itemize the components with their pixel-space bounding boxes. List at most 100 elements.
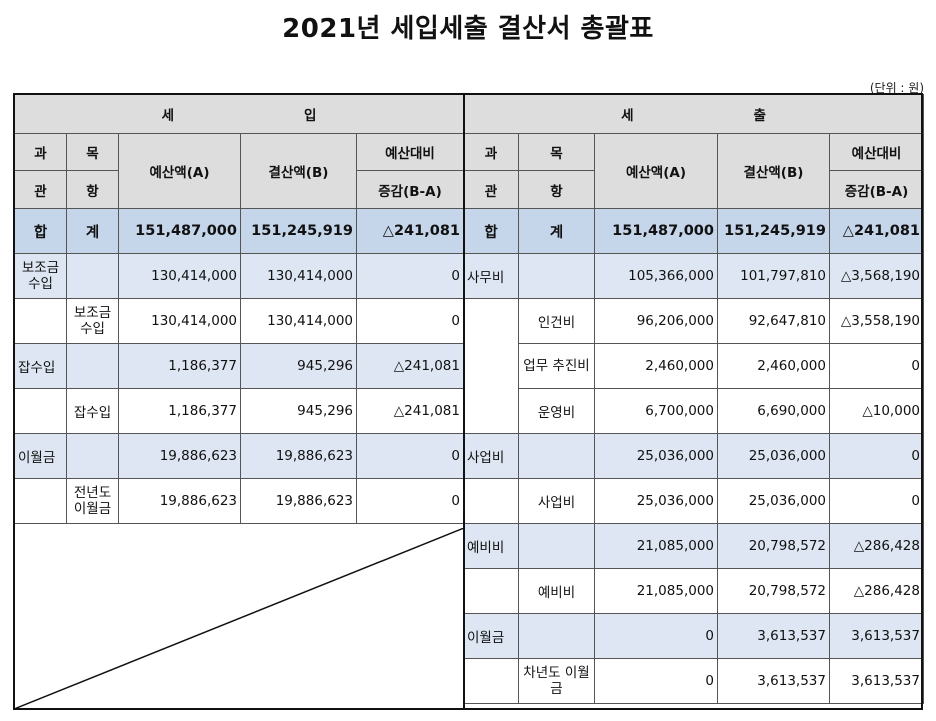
exp-budget-cell: 96,206,000 <box>594 298 718 344</box>
exp-col-settle: 결산액(B) <box>717 133 830 209</box>
rev-diff-cell: 0 <box>356 478 464 524</box>
rev-hang-cell: 잡수입 <box>66 388 119 434</box>
exp-gwan-cell: 예비비 <box>463 523 519 569</box>
total-label-b: 계 <box>66 208 119 254</box>
exp-col-budget: 예산액(A) <box>594 133 718 209</box>
rev-budget-cell: 1,186,377 <box>118 343 241 389</box>
exp-col-diff2: 증감(B-A) <box>829 170 924 209</box>
exp-hang-cell: 운영비 <box>518 388 595 434</box>
exp-hang-cell <box>518 523 595 569</box>
exp-diff-cell: △286,428 <box>829 568 924 614</box>
rev-col-gwan: 관 <box>14 170 67 209</box>
exp-settle-cell: 101,797,810 <box>717 253 830 299</box>
rev-settle-cell: 130,414,000 <box>240 298 357 344</box>
rev-col-budget: 예산액(A) <box>118 133 241 209</box>
total-rev-settle: 151,245,919 <box>240 208 357 254</box>
exp-diff-cell: △286,428 <box>829 523 924 569</box>
rev-gwan-cell <box>14 478 67 524</box>
exp-hang-cell <box>518 253 595 299</box>
exp-hang-cell: 사업비 <box>518 478 595 524</box>
exp-diff-cell: 0 <box>829 433 924 479</box>
exp-budget-cell: 105,366,000 <box>594 253 718 299</box>
exp-settle-cell: 3,613,537 <box>717 658 830 704</box>
exp-settle-cell: 2,460,000 <box>717 343 830 389</box>
exp-diff-cell: 3,613,537 <box>829 613 924 659</box>
exp-gwan-cell <box>463 478 519 524</box>
exp-diff-cell: △3,558,190 <box>829 298 924 344</box>
rev-hang-cell: 보조금 수입 <box>66 298 119 344</box>
exp-gwan-cell <box>463 388 519 434</box>
exp-col-gwan: 관 <box>463 170 519 209</box>
rev-diff-cell: 0 <box>356 298 464 344</box>
exp-budget-cell: 2,460,000 <box>594 343 718 389</box>
exp-hang-cell: 차년도 이월금 <box>518 658 595 704</box>
rev-budget-cell: 19,886,623 <box>118 433 241 479</box>
exp-settle-cell: 6,690,000 <box>717 388 830 434</box>
exp-budget-cell: 0 <box>594 658 718 704</box>
rev-col-mok: 목 <box>66 133 119 171</box>
rev-budget-cell: 130,414,000 <box>118 298 241 344</box>
exp-diff-cell: △10,000 <box>829 388 924 434</box>
page-title: 2021년 세입세출 결산서 총괄표 <box>282 14 654 44</box>
total-label-a: 합 <box>14 208 67 254</box>
exp-budget-cell: 25,036,000 <box>594 478 718 524</box>
exp-diff-cell: 0 <box>829 478 924 524</box>
revenue-header-char1: 세 <box>161 108 174 124</box>
exp-budget-cell: 25,036,000 <box>594 433 718 479</box>
rev-diff-cell: △241,081 <box>356 388 464 434</box>
rev-gwan-cell: 보조금 수입 <box>14 253 67 299</box>
rev-budget-cell: 19,886,623 <box>118 478 241 524</box>
exp-hang-cell: 인건비 <box>518 298 595 344</box>
blank-diagonal-area <box>14 523 464 704</box>
total-exp-settle: 151,245,919 <box>717 208 830 254</box>
revenue-header-char2: 입 <box>304 108 317 124</box>
exp-col-gwa: 과 <box>463 133 519 171</box>
rev-hang-cell <box>66 253 119 299</box>
rev-settle-cell: 945,296 <box>240 388 357 434</box>
rev-settle-cell: 945,296 <box>240 343 357 389</box>
exp-diff-cell: △3,568,190 <box>829 253 924 299</box>
rev-col-diff2: 증감(B-A) <box>356 170 464 209</box>
exp-gwan-cell <box>463 658 519 704</box>
rev-gwan-cell <box>14 298 67 344</box>
exp-diff-cell: 3,613,537 <box>829 658 924 704</box>
rev-hang-cell <box>66 433 119 479</box>
rev-settle-cell: 19,886,623 <box>240 478 357 524</box>
exp-budget-cell: 21,085,000 <box>594 523 718 569</box>
exp-settle-cell: 25,036,000 <box>717 433 830 479</box>
exp-gwan-cell: 이월금 <box>463 613 519 659</box>
exp-budget-cell: 6,700,000 <box>594 388 718 434</box>
exp-gwan-cell <box>463 343 519 389</box>
exp-settle-cell: 25,036,000 <box>717 478 830 524</box>
exp-settle-cell: 3,613,537 <box>717 613 830 659</box>
exp-hang-cell: 예비비 <box>518 568 595 614</box>
rev-hang-cell <box>66 343 119 389</box>
rev-settle-cell: 130,414,000 <box>240 253 357 299</box>
exp-hang-cell <box>518 433 595 479</box>
total-label-a-exp: 합 <box>463 208 519 254</box>
total-rev-budget: 151,487,000 <box>118 208 241 254</box>
rev-diff-cell: 0 <box>356 253 464 299</box>
total-label-b-exp: 계 <box>518 208 595 254</box>
exp-hang-cell: 업무 추진비 <box>518 343 595 389</box>
total-exp-budget: 151,487,000 <box>594 208 718 254</box>
exp-col-mok: 목 <box>518 133 595 171</box>
rev-col-gwa: 과 <box>14 133 67 171</box>
rev-col-diff1: 예산대비 <box>356 133 464 171</box>
rev-hang-cell: 전년도 이월금 <box>66 478 119 524</box>
unit-label: (단위 : 원) <box>869 81 924 95</box>
rev-gwan-cell: 이월금 <box>14 433 67 479</box>
rev-budget-cell: 1,186,377 <box>118 388 241 434</box>
total-exp-diff: △241,081 <box>829 208 924 254</box>
rev-gwan-cell: 잡수입 <box>14 343 67 389</box>
exp-col-hang: 항 <box>518 170 595 209</box>
rev-budget-cell: 130,414,000 <box>118 253 241 299</box>
rev-settle-cell: 19,886,623 <box>240 433 357 479</box>
expense-header-char2: 출 <box>753 108 766 124</box>
exp-settle-cell: 20,798,572 <box>717 568 830 614</box>
exp-hang-cell <box>518 613 595 659</box>
exp-col-diff1: 예산대비 <box>829 133 924 171</box>
